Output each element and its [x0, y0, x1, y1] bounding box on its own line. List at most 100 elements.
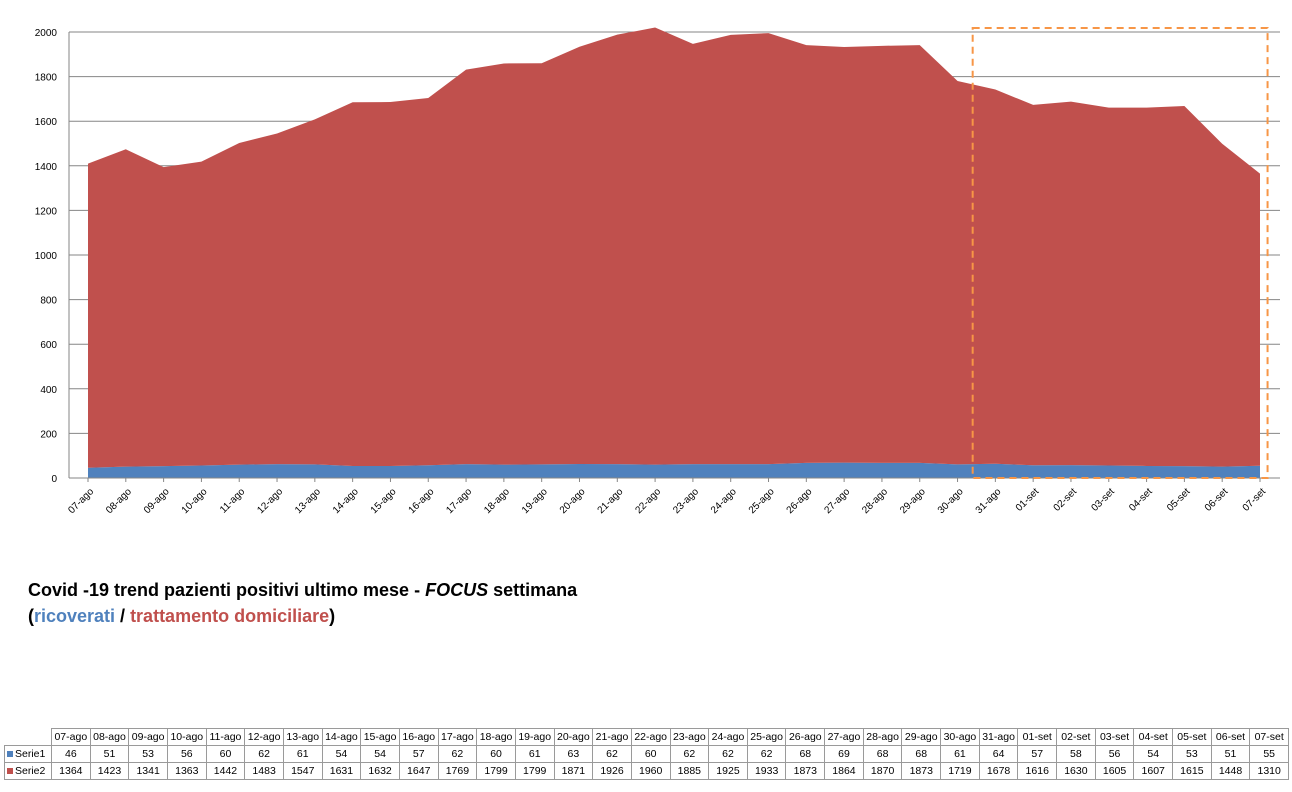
table-cell: 64: [978, 745, 1019, 763]
table-cell: 1925: [708, 762, 748, 780]
table-cell: 60: [630, 745, 671, 763]
table-cell: 1363: [166, 762, 207, 780]
table-cell: 63: [553, 745, 594, 763]
table-cell: 57: [1017, 745, 1058, 763]
y-tick-label: 200: [40, 429, 57, 440]
table-header-cell: 19-ago: [514, 728, 555, 746]
table-header-cell: 15-ago: [360, 728, 400, 746]
table-cell: 68: [785, 745, 826, 763]
x-tick-label: 17-ago: [444, 486, 474, 516]
table-header-cell: 23-ago: [669, 728, 710, 746]
title-suffix: settimana: [488, 580, 578, 600]
series-area-serie1: [88, 462, 1260, 478]
x-tick-label: 03-set: [1089, 486, 1117, 514]
title-prefix: Covid -19 trend pazienti positivi ultimo…: [28, 580, 426, 600]
table-header-cell: 28-ago: [862, 728, 903, 746]
table-cell: 1678: [978, 762, 1019, 780]
table-cell: 62: [746, 745, 787, 763]
table-cell: 68: [901, 745, 942, 763]
series-label: Serie2: [4, 762, 52, 780]
x-tick-label: 10-ago: [180, 486, 210, 516]
table-cell: 62: [592, 745, 632, 763]
y-tick-label: 400: [40, 385, 57, 396]
y-tick-label: 1600: [35, 117, 58, 128]
focus-rectangle: [971, 27, 1269, 479]
table-header-cell: 05-set: [1172, 728, 1212, 746]
table-cell: 1885: [669, 762, 710, 780]
table-cell: 1607: [1133, 762, 1174, 780]
table-header-cell: 31-ago: [978, 728, 1019, 746]
title-paren-open: (: [28, 606, 34, 626]
table-header-cell: 03-set: [1094, 728, 1135, 746]
table-cell: 1615: [1172, 762, 1212, 780]
x-tick-label: 02-set: [1052, 486, 1080, 514]
x-tick-label: 20-ago: [558, 486, 588, 516]
table-header-cell: 24-ago: [708, 728, 748, 746]
table-cell: 62: [669, 745, 710, 763]
y-tick-label: 2000: [35, 28, 58, 39]
table-header-cell: 14-ago: [321, 728, 362, 746]
table-header-cell: 02-set: [1056, 728, 1096, 746]
table-header-cell: 06-set: [1210, 728, 1251, 746]
focus-highlight: [971, 27, 1269, 479]
x-tick-label: 30-ago: [936, 486, 966, 516]
table-header-cell: 16-ago: [398, 728, 439, 746]
table-cell: 1423: [89, 762, 130, 780]
legend-swatch: [7, 751, 13, 758]
table-cell: 1799: [476, 762, 516, 780]
x-tick-label: 07-ago: [66, 486, 96, 516]
data-table: 07-ago 08-ago 09-ago 10-ago 11-ago 12-ago 13-a…: [4, 728, 1289, 780]
table-header-cell: 26-ago: [785, 728, 826, 746]
table-cell: 1960: [630, 762, 671, 780]
y-tick-label: 1800: [35, 73, 58, 84]
title-separator: /: [115, 606, 131, 626]
table-cell: 62: [708, 745, 748, 763]
table-cell: 46: [51, 745, 91, 763]
table-cell: 51: [1210, 745, 1251, 763]
x-tick-label: 18-ago: [482, 486, 512, 516]
table-header-cell: 01-set: [1017, 728, 1058, 746]
table-cell: 61: [282, 745, 323, 763]
x-tick-label: 31-ago: [974, 486, 1004, 516]
table-header-cell: 11-ago: [205, 728, 246, 746]
x-tick-label: 06-set: [1203, 486, 1231, 514]
x-tick-label: 09-ago: [142, 486, 172, 516]
table-cell: 1616: [1017, 762, 1058, 780]
table-cell: 61: [514, 745, 555, 763]
table-cell: 55: [1249, 745, 1289, 763]
x-tick-label: 01-set: [1014, 486, 1042, 514]
table-cell: 1926: [592, 762, 632, 780]
x-tick-label: 19-ago: [520, 486, 550, 516]
title-line-2: (ricoverati / trattamento domiciliare): [28, 603, 577, 629]
x-tick-label: 12-ago: [255, 486, 285, 516]
table-header-cell: 09-ago: [128, 728, 168, 746]
x-tick-label: 24-ago: [709, 486, 739, 516]
table-cell: 1442: [205, 762, 246, 780]
table-header-cell: 08-ago: [89, 728, 130, 746]
table-cell: 1933: [746, 762, 787, 780]
table-cell: 51: [89, 745, 130, 763]
x-tick-label: 07-set: [1241, 486, 1269, 514]
table-cell: 61: [940, 745, 980, 763]
table-cell: 54: [360, 745, 400, 763]
table-cell: 69: [824, 745, 864, 763]
table-header-cell: 17-ago: [437, 728, 478, 746]
table-row: Serie2 1364 1423 1341 1363 1442 1483 1547 1631 16…: [4, 762, 1289, 780]
table-header-cell: 13-ago: [282, 728, 323, 746]
title-line-1: Covid -19 trend pazienti positivi ultimo…: [28, 577, 577, 603]
x-tick-label: 11-ago: [218, 486, 248, 516]
areas: [88, 27, 1260, 478]
table-header-row: 07-ago 08-ago 09-ago 10-ago 11-ago 12-ago 13-a…: [4, 728, 1289, 746]
table-corner: [4, 728, 52, 746]
table-cell: 1630: [1056, 762, 1096, 780]
x-tick-label: 13-ago: [293, 486, 323, 516]
table-cell: 54: [321, 745, 362, 763]
y-tick-label: 0: [51, 474, 57, 485]
table-cell: 1870: [862, 762, 903, 780]
x-tick-label: 26-ago: [785, 486, 815, 516]
table-cell: 60: [476, 745, 516, 763]
area-chart: 0 200 400 600 800 1000 1200 1400 1600 1800 2000 07-…: [35, 27, 1280, 516]
table-row: Serie1 46 51 53 56 60 62 61 54 54 57 62 60 61 63 62 60 62…: [4, 745, 1289, 763]
table-cell: 1719: [940, 762, 980, 780]
x-tick-label: 14-ago: [331, 486, 361, 516]
